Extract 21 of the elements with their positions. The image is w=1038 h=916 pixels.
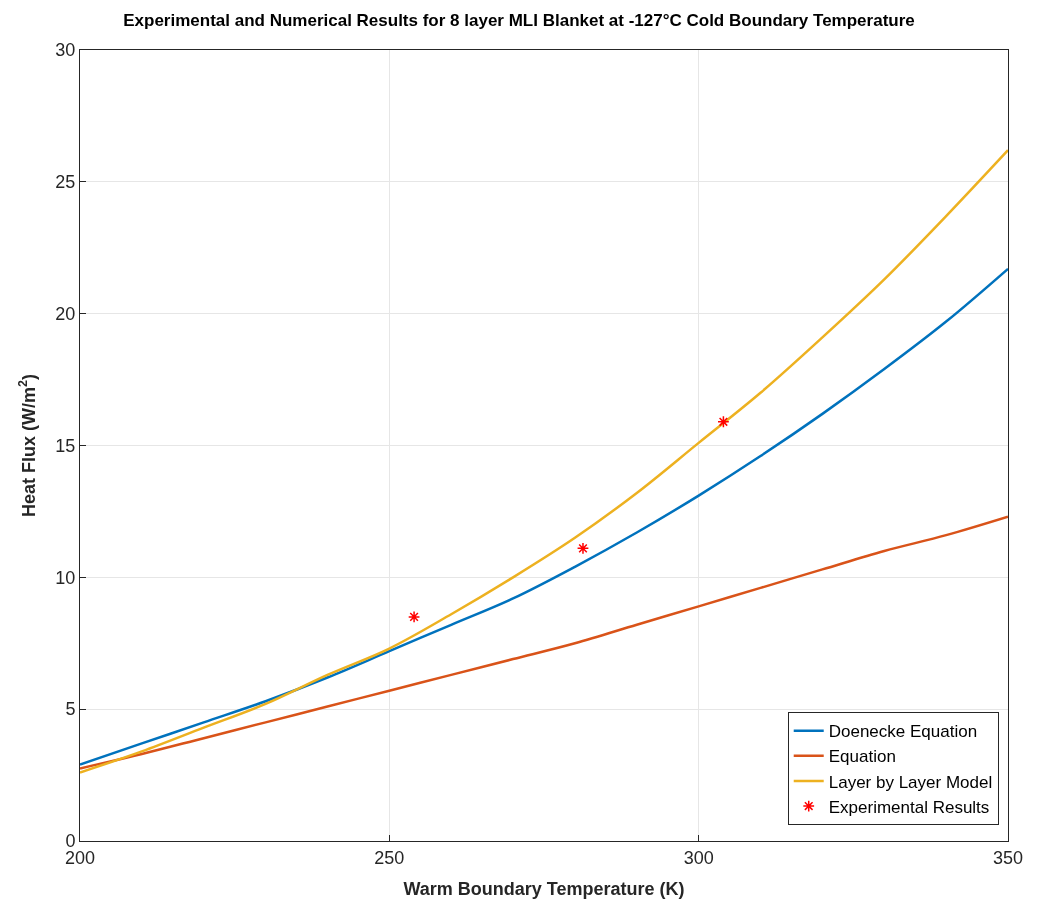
y-tick-label: 20 [55,303,76,324]
x-tick-label: 250 [374,847,405,868]
y-tick-label: 10 [55,567,76,588]
legend-label: Experimental Results [828,797,990,817]
line-series [80,267,1008,766]
line-series [80,148,1008,774]
x-tick-label: 350 [992,847,1024,868]
y-tick-label: 5 [65,699,76,720]
chart-title: Experimental and Numerical Results for 8 layer MLI Blanket at -127°C Cold Boundary Temperature [123,10,915,30]
legend-label: Doenecke Equation [828,722,978,742]
point [407,610,421,624]
y-tick-label: 15 [55,435,76,456]
point [717,415,730,428]
legend-label: Layer by Layer Model [828,772,993,792]
x-axis-title: Warm Boundary Temperature (K) [403,878,685,899]
y-tick-label: 30 [55,40,76,61]
y-tick-label: 25 [55,172,76,193]
point [576,542,590,555]
x-tick-label: 300 [683,847,714,868]
legend-label: Equation [828,747,896,767]
line-series [80,515,1008,770]
